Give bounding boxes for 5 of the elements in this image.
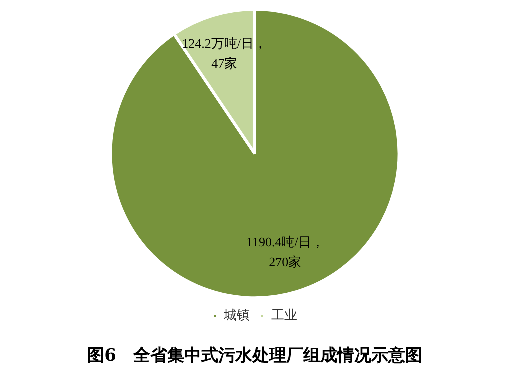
data-label: 1190.4吨/日， 270家 bbox=[246, 234, 324, 270]
legend-label: 城镇 bbox=[223, 308, 250, 323]
data-label: 124.2万吨/日， 47家 bbox=[182, 36, 268, 71]
legend-label: 工业 bbox=[272, 308, 298, 323]
text: 图6 全省集中式污水处理厂组成情况示意图 bbox=[88, 346, 422, 366]
